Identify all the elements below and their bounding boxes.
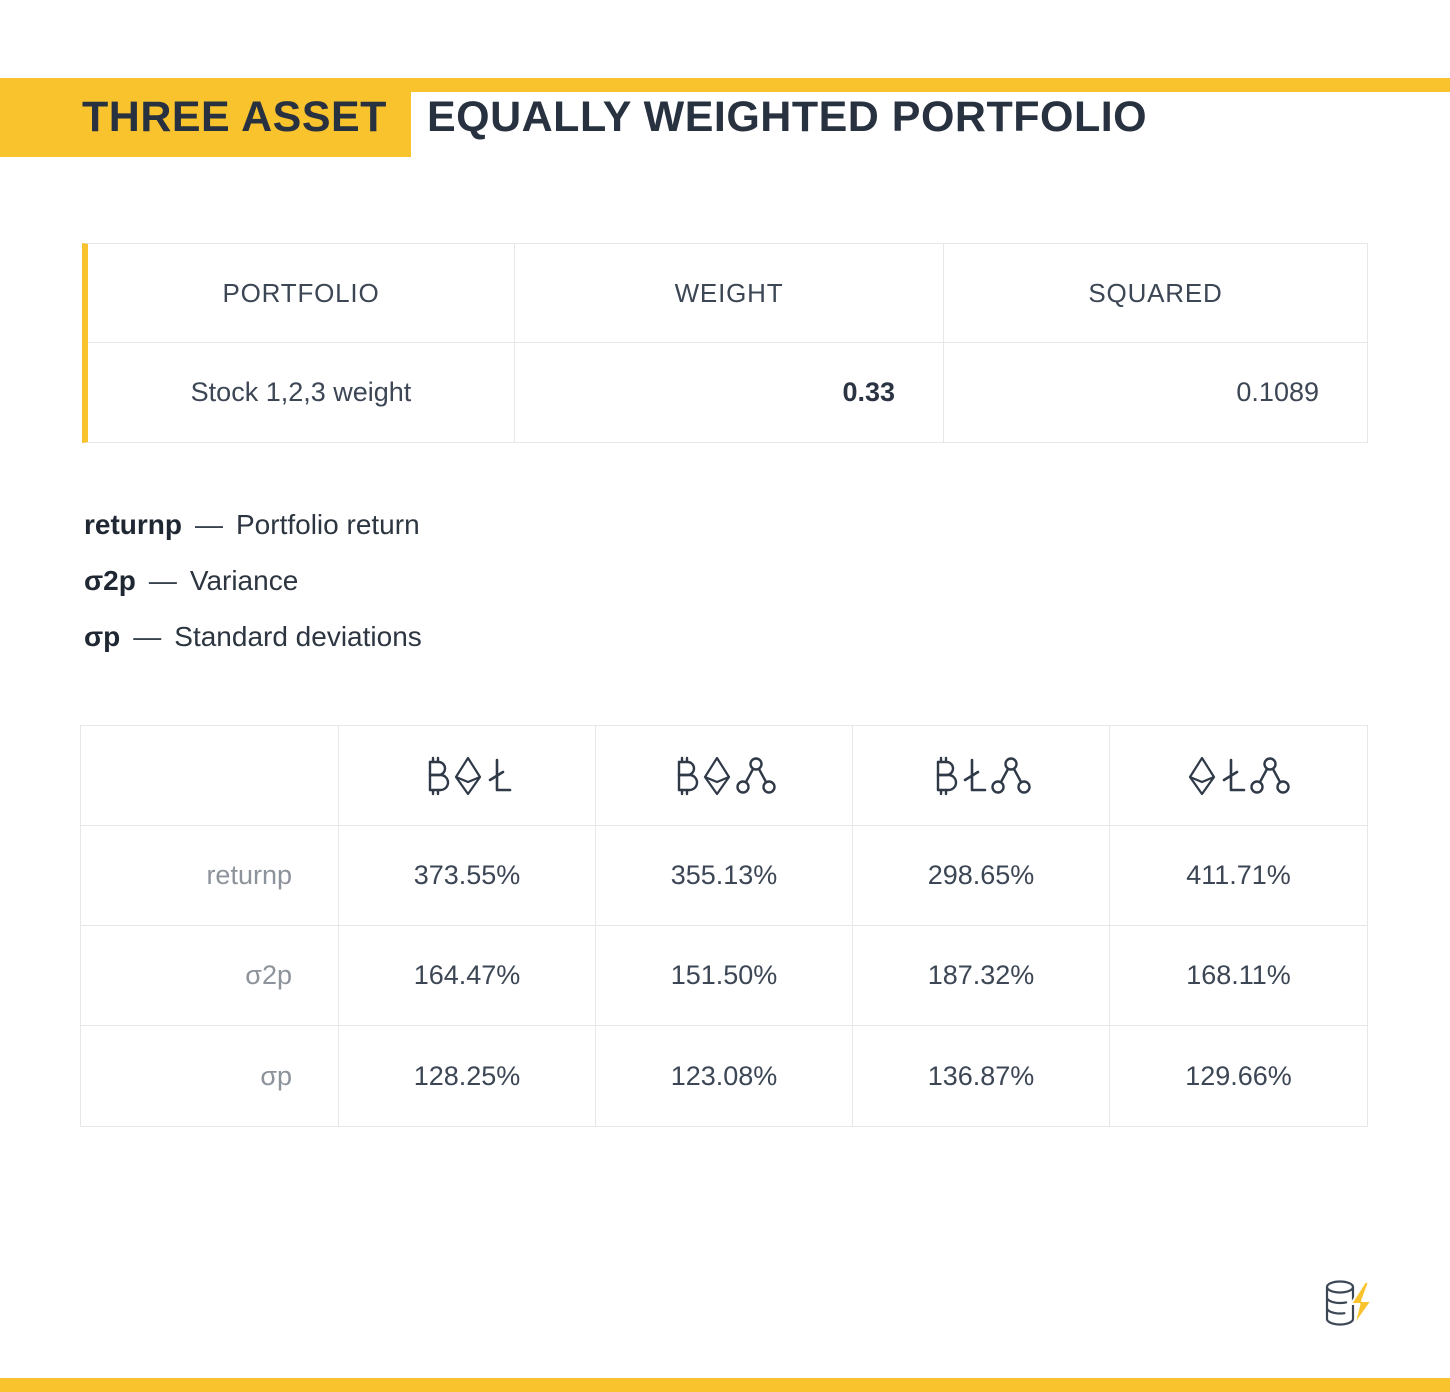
weights-cell-squared: 0.1089 bbox=[944, 343, 1367, 442]
xrp-icon bbox=[735, 756, 777, 796]
metrics-corner-cell bbox=[81, 726, 339, 826]
legend-definition: Standard deviations bbox=[174, 621, 422, 652]
xrp-icon bbox=[990, 756, 1032, 796]
value-cell: 298.65% bbox=[853, 826, 1110, 926]
ltc-icon bbox=[1220, 756, 1246, 796]
legend: returnp — Portfolio return σ2p — Varianc… bbox=[84, 509, 1450, 653]
btc-icon bbox=[422, 756, 450, 796]
value-cell: 164.47% bbox=[339, 926, 596, 1026]
value-cell: 187.32% bbox=[853, 926, 1110, 1026]
ltc-icon bbox=[961, 756, 987, 796]
btc-icon bbox=[930, 756, 958, 796]
eth-icon bbox=[453, 756, 483, 796]
weights-header-portfolio: PORTFOLIO bbox=[88, 244, 515, 343]
weights-cell-weight: 0.33 bbox=[515, 343, 944, 442]
value-cell: 129.66% bbox=[1110, 1026, 1367, 1126]
row-label-variance: σ2p bbox=[81, 926, 339, 1026]
eth-icon bbox=[702, 756, 732, 796]
legend-item-returnp: returnp — Portfolio return bbox=[84, 509, 1450, 541]
value-cell: 151.50% bbox=[596, 926, 853, 1026]
legend-term: σ2p bbox=[84, 565, 136, 596]
value-cell: 411.71% bbox=[1110, 826, 1367, 926]
legend-item-variance: σ2p — Variance bbox=[84, 565, 1450, 597]
legend-separator: — bbox=[195, 509, 223, 540]
column-header-eth-ltc-xrp bbox=[1110, 726, 1367, 826]
title-rest: EQUALLY WEIGHTED PORTFOLIO bbox=[426, 93, 1148, 141]
legend-separator: — bbox=[133, 621, 162, 652]
column-header-btc-eth-xrp bbox=[596, 726, 853, 826]
legend-term: returnp bbox=[84, 509, 182, 540]
value-cell: 355.13% bbox=[596, 826, 853, 926]
weights-header-squared: SQUARED bbox=[944, 244, 1367, 343]
legend-item-stddev: σp — Standard deviations bbox=[84, 621, 1450, 653]
xrp-icon bbox=[1249, 756, 1291, 796]
column-header-btc-ltc-xrp bbox=[853, 726, 1110, 826]
legend-definition: Variance bbox=[189, 565, 299, 596]
ltc-icon bbox=[486, 756, 512, 796]
value-cell: 128.25% bbox=[339, 1026, 596, 1126]
weights-table: PORTFOLIO WEIGHT SQUARED Stock 1,2,3 wei… bbox=[82, 243, 1368, 443]
value-cell: 373.55% bbox=[339, 826, 596, 926]
coins-lightning-logo bbox=[1318, 1274, 1378, 1334]
legend-separator: — bbox=[148, 565, 177, 596]
value-cell: 168.11% bbox=[1110, 926, 1367, 1026]
bottom-accent-bar bbox=[0, 1378, 1450, 1392]
row-label-returnp: returnp bbox=[81, 826, 339, 926]
weights-header-weight: WEIGHT bbox=[515, 244, 944, 343]
weights-cell-portfolio: Stock 1,2,3 weight bbox=[88, 343, 515, 442]
column-header-btc-eth-ltc bbox=[339, 726, 596, 826]
value-cell: 123.08% bbox=[596, 1026, 853, 1126]
legend-term: σp bbox=[84, 621, 121, 652]
eth-icon bbox=[1187, 756, 1217, 796]
metrics-table: returnp 373.55% 355.13% 298.65% 411.71% … bbox=[80, 725, 1368, 1127]
legend-definition: Portfolio return bbox=[236, 509, 420, 540]
btc-icon bbox=[671, 756, 699, 796]
top-accent-bar bbox=[0, 78, 1450, 92]
value-cell: 136.87% bbox=[853, 1026, 1110, 1126]
row-label-stddev: σp bbox=[81, 1026, 339, 1126]
